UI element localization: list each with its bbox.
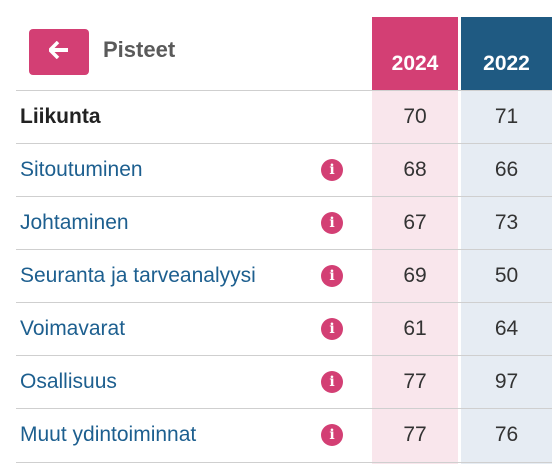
score-2024: 67 xyxy=(403,211,427,234)
score-2022: 50 xyxy=(494,264,519,287)
back-button[interactable] xyxy=(29,29,89,75)
score-2022: 66 xyxy=(494,158,519,181)
year-header-2024: 2024 xyxy=(372,17,458,90)
info-icon[interactable]: i xyxy=(321,318,343,340)
score-2024: 69 xyxy=(403,264,427,287)
score-2022: 73 xyxy=(494,211,519,234)
row-label[interactable]: Muut ydintoiminnat xyxy=(20,423,197,446)
score-2022: 97 xyxy=(494,370,519,393)
page-title: Pisteet xyxy=(103,37,176,62)
table-row: Muut ydintoiminnat i 77 76 xyxy=(16,408,552,461)
score-2024: 77 xyxy=(403,423,427,446)
score-2024: 77 xyxy=(403,370,427,393)
table-row: Sitoutuminen i 68 66 xyxy=(16,143,552,196)
table-row: Osallisuus i 77 97 xyxy=(16,355,552,408)
row-label: Liikunta xyxy=(20,105,101,128)
score-2022: 71 xyxy=(494,105,519,128)
year-header-2022: 2022 xyxy=(461,17,552,90)
table-row: Johtaminen i 67 73 xyxy=(16,196,552,249)
score-2022: 64 xyxy=(494,317,519,340)
info-icon[interactable]: i xyxy=(321,159,343,181)
row-label[interactable]: Sitoutuminen xyxy=(20,158,143,181)
score-2024: 70 xyxy=(403,105,427,128)
column-2024-background xyxy=(372,17,458,464)
row-label[interactable]: Seuranta ja tarveanalyysi xyxy=(20,264,256,287)
table-row: Voimavarat i 61 64 xyxy=(16,302,552,355)
info-icon[interactable]: i xyxy=(321,424,343,446)
arrow-left-icon xyxy=(47,40,69,64)
column-2022-background xyxy=(461,17,552,464)
info-icon[interactable]: i xyxy=(321,371,343,393)
row-label[interactable]: Osallisuus xyxy=(20,370,117,393)
score-2022: 76 xyxy=(494,423,519,446)
row-label[interactable]: Johtaminen xyxy=(20,211,129,234)
table-bottom-divider xyxy=(16,462,552,463)
table-row: Seuranta ja tarveanalyysi i 69 50 xyxy=(16,249,552,302)
score-2024: 68 xyxy=(403,158,427,181)
info-icon[interactable]: i xyxy=(321,212,343,234)
table-row-summary: Liikunta 70 71 xyxy=(16,90,552,143)
score-2024: 61 xyxy=(403,317,427,340)
info-icon[interactable]: i xyxy=(321,265,343,287)
row-label[interactable]: Voimavarat xyxy=(20,317,126,340)
